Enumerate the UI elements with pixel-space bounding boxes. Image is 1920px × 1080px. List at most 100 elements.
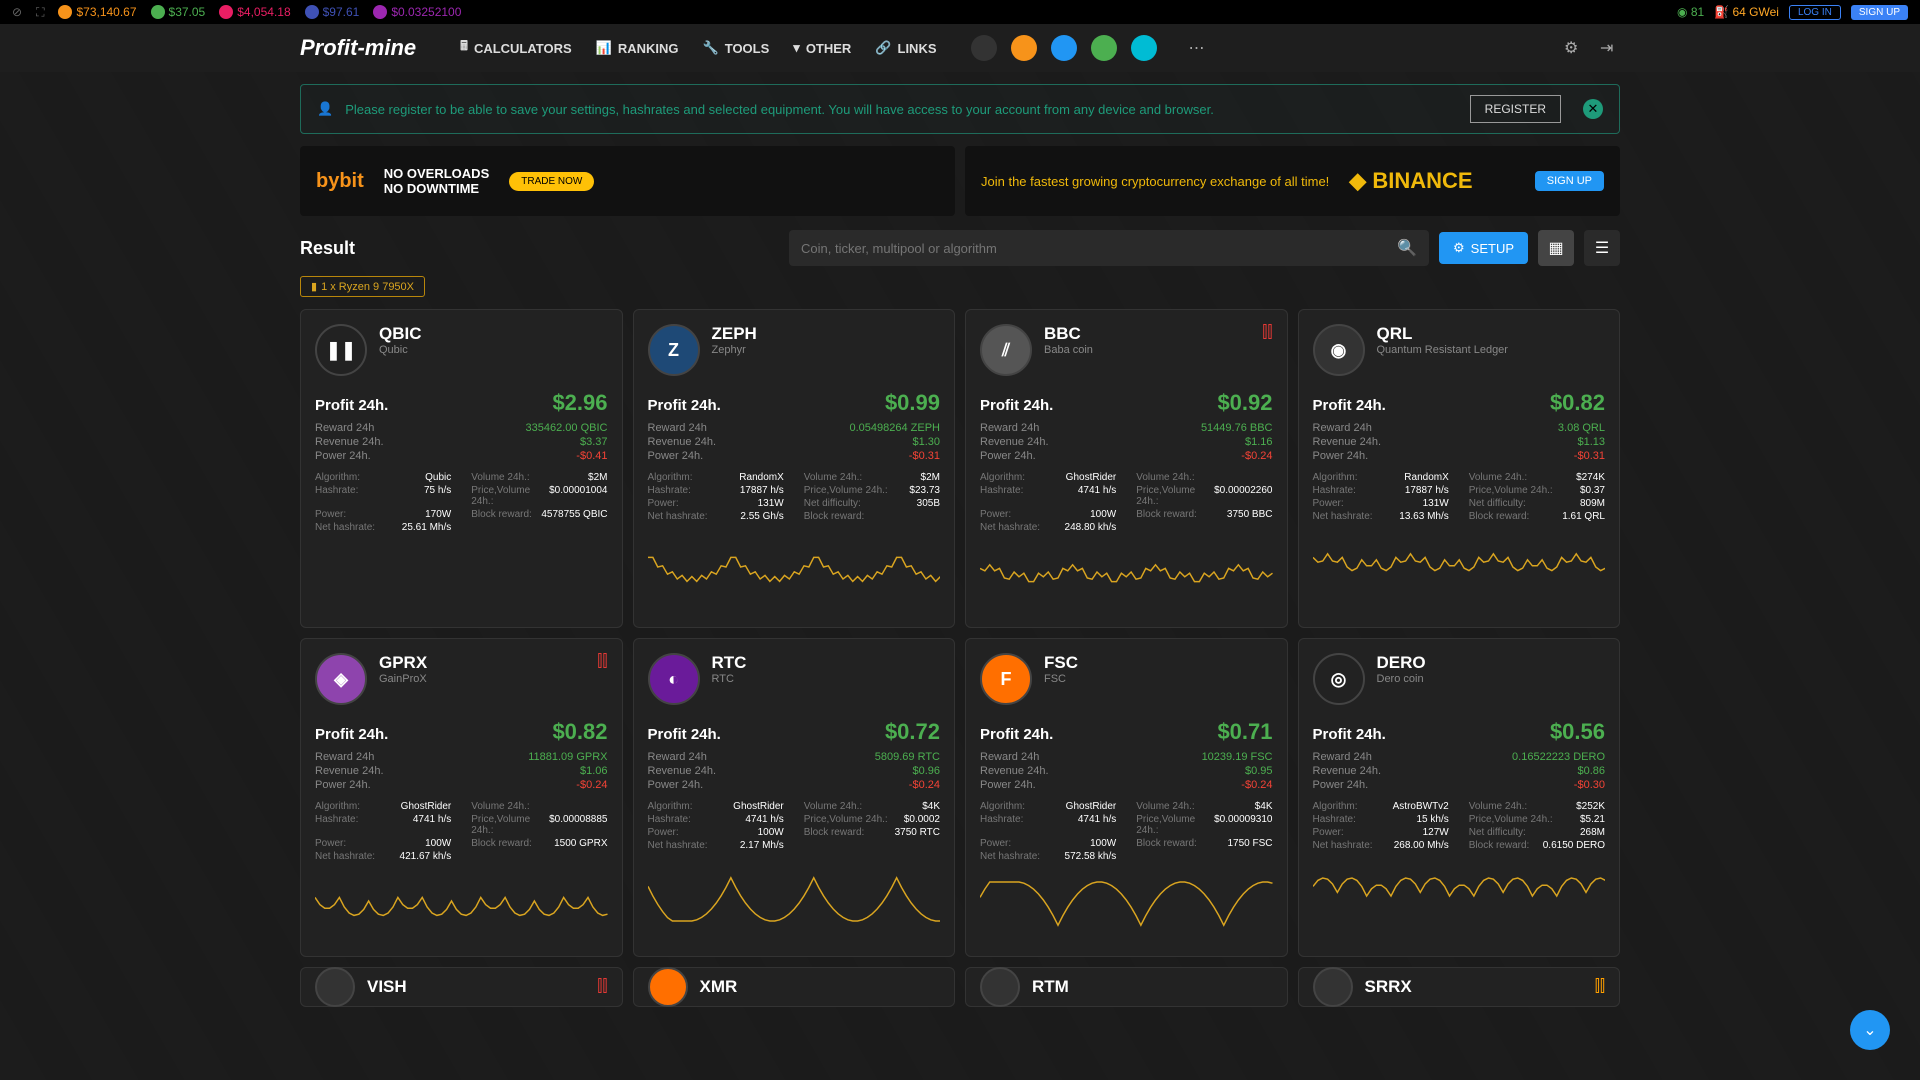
register-button[interactable]: REGISTER	[1470, 95, 1561, 123]
coin-name: Quantum Resistant Ledger	[1377, 344, 1508, 356]
coin-name: Qubic	[379, 344, 422, 356]
nav-calculators[interactable]: 🖩CALCULATORS	[460, 37, 572, 59]
nav-other[interactable]: ▾OTHER	[793, 37, 851, 59]
power-value: -$0.24	[1241, 450, 1272, 462]
gwei-indicator: ⛽ 64 GWei	[1714, 5, 1779, 19]
signup-button[interactable]: SIGN UP	[1851, 5, 1908, 20]
search-box[interactable]: 🔍	[789, 230, 1429, 266]
login-button[interactable]: LOG IN	[1789, 5, 1841, 20]
nav-coin-icon[interactable]	[971, 35, 997, 61]
nav-icon: ▾	[793, 40, 800, 56]
coin-name: GainProX	[379, 673, 427, 685]
ticker[interactable]: $37.05	[151, 5, 206, 19]
hardware-chip[interactable]: ▮ 1 x Ryzen 9 7950X	[300, 276, 425, 297]
search-icon[interactable]: 🔍	[1397, 238, 1417, 258]
reward-value: 3.08 QRL	[1558, 422, 1605, 434]
user-add-icon: 👤	[317, 101, 333, 117]
revenue-value: $0.96	[912, 765, 940, 777]
coin-card-QBIC[interactable]: ❚❚ QBICQubic Profit 24h.$2.96 Reward 24h…	[300, 309, 623, 628]
nav-coin-icon[interactable]	[1051, 35, 1077, 61]
coin-name: FSC	[1044, 673, 1078, 685]
grid-view-button[interactable]: ▦	[1538, 230, 1574, 266]
coin-symbol: XMR	[700, 977, 738, 997]
coin-card-BBC[interactable]: ⫿⫿ ⫽ BBCBaba coin Profit 24h.$0.92 Rewar…	[965, 309, 1288, 628]
coin-symbol: DERO	[1377, 653, 1426, 673]
coin-icon	[648, 967, 688, 1007]
coin-name: Zephyr	[712, 344, 757, 356]
profit-value: $0.72	[885, 719, 940, 745]
coin-name: Dero coin	[1377, 673, 1426, 685]
revenue-value: $1.06	[580, 765, 608, 777]
logo[interactable]: Profit-mine	[300, 35, 416, 61]
logout-icon[interactable]: ⇥	[1600, 38, 1620, 58]
profit-label: Profit 24h.	[1313, 397, 1386, 414]
nav-tools[interactable]: 🔧TOOLS	[703, 37, 770, 59]
coin-card-VISH[interactable]: ⫿⫿ VISH	[300, 967, 623, 1007]
nav-coin-icon[interactable]	[1011, 35, 1037, 61]
coin-symbol: BBC	[1044, 324, 1093, 344]
reward-value: 11881.09 GPRX	[528, 751, 607, 763]
alert-icon: ⫿⫿	[597, 978, 607, 996]
coin-symbol: FSC	[1044, 653, 1078, 673]
alert-icon: ⫿⫿	[597, 653, 607, 671]
nav-coin-icon[interactable]	[1091, 35, 1117, 61]
coin-icon: ◎	[1313, 653, 1365, 705]
coin-card-RTM[interactable]: RTM	[965, 967, 1288, 1007]
power-value: -$0.31	[909, 450, 940, 462]
coin-icon	[315, 967, 355, 1007]
sparkline-chart	[315, 872, 608, 942]
ad-binance[interactable]: Join the fastest growing cryptocurrency …	[965, 146, 1620, 216]
sparkline-chart	[1313, 532, 1606, 602]
nav-icon: 📊	[596, 40, 612, 56]
close-banner-icon[interactable]: ✕	[1583, 99, 1603, 119]
ticker[interactable]: $4,054.18	[219, 5, 290, 19]
alert-icon: ⫿⫿	[1595, 978, 1605, 996]
scroll-down-fab[interactable]: ⌄	[1850, 1010, 1890, 1050]
more-icon[interactable]: ⋯	[1189, 38, 1205, 58]
reward-value: 335462.00 QBIC	[526, 422, 608, 434]
coin-icon: ◐	[648, 653, 700, 705]
search-input[interactable]	[801, 241, 1397, 256]
chip-icon: ▮	[311, 280, 317, 293]
coin-card-XMR[interactable]: XMR	[633, 967, 956, 1007]
coin-name: RTC	[712, 673, 747, 685]
coin-card-DERO[interactable]: ◎ DERODero coin Profit 24h.$0.56 Reward …	[1298, 638, 1621, 957]
power-value: -$0.41	[576, 450, 607, 462]
nav-coin-icon[interactable]	[1131, 35, 1157, 61]
coin-icon: ⫽	[980, 324, 1032, 376]
sparkline-chart	[648, 532, 941, 602]
coin-symbol: RTM	[1032, 977, 1069, 997]
nav-ranking[interactable]: 📊RANKING	[596, 37, 679, 59]
coin-card-RTC[interactable]: ◐ RTCRTC Profit 24h.$0.72 Reward 24h5809…	[633, 638, 956, 957]
settings-icon[interactable]: ⚙	[1564, 38, 1584, 58]
coin-icon: ❚❚	[315, 324, 367, 376]
revenue-value: $1.30	[912, 436, 940, 448]
main-nav: Profit-mine 🖩CALCULATORS 📊RANKING 🔧TOOLS ▾O…	[0, 24, 1920, 72]
coin-card-ZEPH[interactable]: Z ZEPHZephyr Profit 24h.$0.99 Reward 24h…	[633, 309, 956, 628]
coin-symbol: GPRX	[379, 653, 427, 673]
expand-icon[interactable]: ⛶	[36, 5, 44, 20]
profit-value: $0.92	[1217, 390, 1272, 416]
revenue-value: $1.16	[1245, 436, 1273, 448]
profit-label: Profit 24h.	[980, 726, 1053, 743]
coin-symbol: QRL	[1377, 324, 1508, 344]
ping-indicator: ◉ 81	[1677, 5, 1704, 19]
coin-card-SRRX[interactable]: ⫿⫿ SRRX	[1298, 967, 1621, 1007]
menu-icon[interactable]: ⊘	[12, 5, 22, 19]
revenue-value: $3.37	[580, 436, 608, 448]
sparkline-chart	[1313, 861, 1606, 931]
coin-card-FSC[interactable]: F FSCFSC Profit 24h.$0.71 Reward 24h1023…	[965, 638, 1288, 957]
setup-button[interactable]: ⚙ SETUP	[1439, 232, 1528, 264]
profit-label: Profit 24h.	[315, 726, 388, 743]
coin-card-QRL[interactable]: ◉ QRLQuantum Resistant Ledger Profit 24h…	[1298, 309, 1621, 628]
list-view-button[interactable]: ☰	[1584, 230, 1620, 266]
ticker[interactable]: $0.03252100	[373, 5, 461, 19]
coin-card-GPRX[interactable]: ⫿⫿ ◈ GPRXGainProX Profit 24h.$0.82 Rewar…	[300, 638, 623, 957]
sparkline-chart	[648, 861, 941, 931]
ticker[interactable]: $73,140.67	[58, 5, 136, 19]
coin-icon: Z	[648, 324, 700, 376]
ticker[interactable]: $97.61	[305, 5, 360, 19]
ad-bybit[interactable]: bybit NO OVERLOADS NO DOWNTIME TRADE NOW	[300, 146, 955, 216]
coin-symbol: RTC	[712, 653, 747, 673]
nav-links[interactable]: 🔗LINKS	[875, 37, 936, 59]
